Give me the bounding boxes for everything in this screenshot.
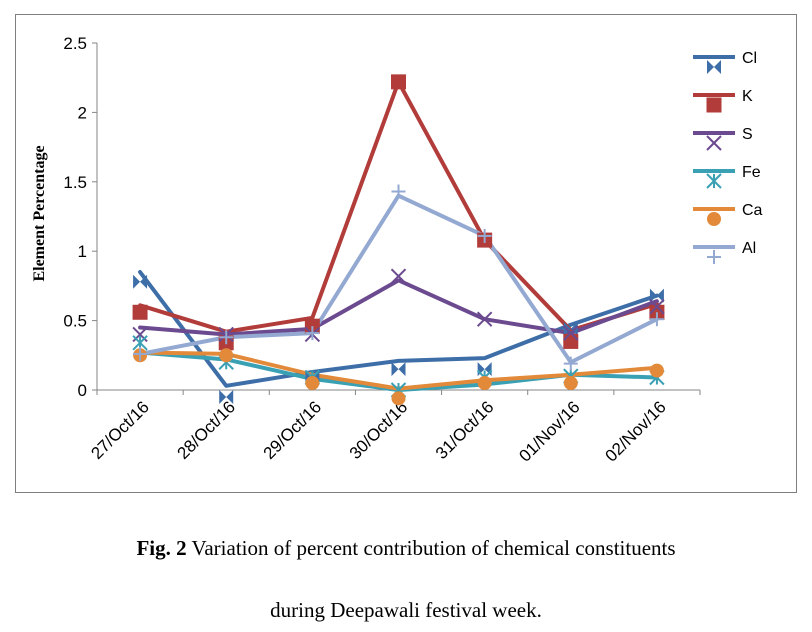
- marker-x: [706, 135, 722, 151]
- legend-item-cl: Cl: [693, 50, 757, 74]
- series-markers-al: [133, 184, 664, 371]
- marker-triangle: [219, 389, 234, 404]
- y-tick-label: 2: [78, 103, 87, 122]
- y-tick-label: 1.5: [63, 173, 87, 192]
- marker-plus: [563, 356, 578, 371]
- y-ticks: 0 0.5 1 1.5 2 2.5: [63, 34, 97, 400]
- series-line-k: [138, 79, 659, 334]
- figure-number: Fig. 2: [136, 536, 187, 560]
- marker-circle: [305, 376, 320, 391]
- marker-plus: [707, 250, 721, 264]
- marker-square: [132, 304, 148, 320]
- x-tick-label: 28/Oct/16: [173, 397, 239, 463]
- series-markers-k: [132, 74, 665, 351]
- marker-x: [563, 325, 579, 341]
- legend-label: Al: [742, 240, 756, 257]
- marker-circle: [219, 348, 234, 363]
- marker-circle: [707, 212, 721, 226]
- legend-item-s: S: [693, 126, 753, 151]
- marker-square: [563, 333, 579, 349]
- series-markers: [132, 74, 665, 406]
- y-tick-label: 1: [78, 242, 87, 261]
- marker-circle: [477, 376, 492, 391]
- marker-plus: [477, 228, 492, 243]
- marker-plus: [649, 312, 664, 327]
- marker-triangle: [707, 60, 721, 74]
- x-tick-label: 31/Oct/16: [432, 397, 498, 463]
- figure-caption-text: Variation of percent contribution of che…: [186, 536, 676, 560]
- marker-circle: [649, 363, 664, 378]
- legend-label: S: [742, 126, 753, 143]
- marker-circle: [391, 391, 406, 406]
- series-lines: [138, 79, 659, 392]
- marker-triangle: [649, 288, 664, 303]
- marker-x: [390, 268, 407, 284]
- legend-label: K: [742, 88, 753, 105]
- x-tick-label: 02/Nov/16: [602, 397, 670, 465]
- legend-item-ca: Ca: [693, 202, 763, 226]
- marker-asterisk: [706, 173, 722, 189]
- marker-x: [649, 299, 665, 315]
- x-tick-label: 29/Oct/16: [260, 397, 326, 463]
- y-axis-title: Element Percentage: [31, 145, 48, 281]
- marker-x: [476, 311, 493, 327]
- marker-plus: [133, 346, 148, 361]
- legend-item-al: Al: [693, 240, 756, 264]
- legend-item-fe: Fe: [693, 164, 761, 189]
- marker-plus: [391, 184, 406, 199]
- legend-label: Cl: [742, 50, 757, 67]
- marker-square: [391, 74, 406, 90]
- marker-square: [706, 97, 722, 113]
- y-tick-label: 0: [78, 381, 87, 400]
- y-tick-label: 0.5: [63, 312, 87, 331]
- x-tick-label: 01/Nov/16: [515, 397, 583, 465]
- marker-triangle: [133, 274, 148, 289]
- line-chart: Element Percentage 0 0.5 1 1.5 2 2.5 27/Oct/1…: [31, 34, 763, 466]
- marker-triangle: [391, 362, 406, 377]
- legend-label: Ca: [742, 202, 763, 219]
- y-tick-label: 2.5: [63, 34, 87, 53]
- series-line-cl: [138, 270, 659, 388]
- marker-circle: [563, 376, 578, 391]
- legend-item-k: K: [693, 88, 753, 113]
- legend-label: Fe: [742, 164, 761, 181]
- marker-plus: [219, 330, 234, 345]
- figure-caption-line-1: Fig. 2 Variation of percent contribution…: [0, 536, 812, 561]
- marker-triangle: [563, 321, 578, 336]
- marker-plus: [305, 326, 320, 341]
- x-tick-label: 27/Oct/16: [87, 397, 153, 463]
- x-tick-label: 30/Oct/16: [346, 397, 412, 463]
- axes: [96, 43, 700, 391]
- y-axis-label-group: Element Percentage: [31, 145, 48, 281]
- chart-frame: [15, 14, 797, 493]
- legend: Cl K S Fe Ca Al: [693, 50, 763, 264]
- figure-caption-line-2: during Deepawali festival week.: [270, 598, 542, 622]
- series-markers-ca: [133, 348, 664, 406]
